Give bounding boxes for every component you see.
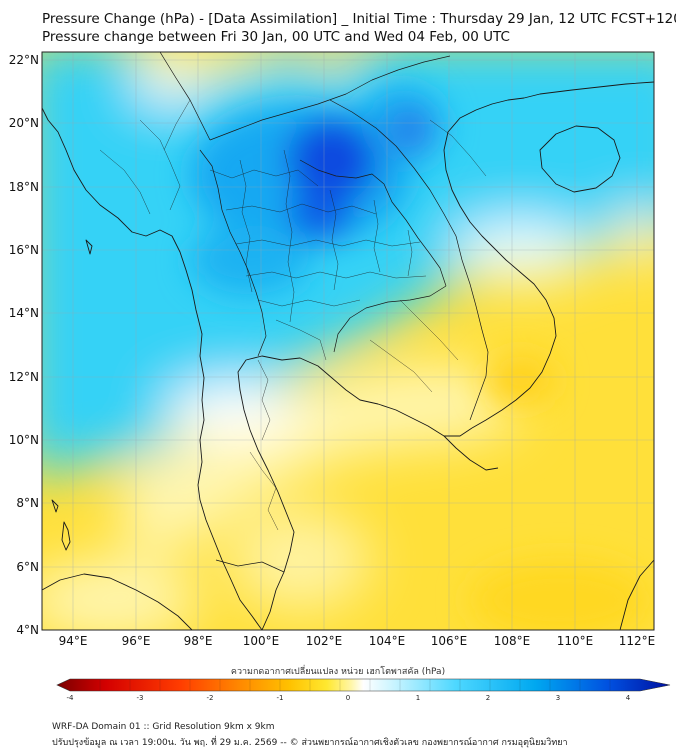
lat-label: 8°N <box>16 496 39 510</box>
footer-model-info: WRF-DA Domain 01 :: Grid Resolution 9km … <box>52 722 275 732</box>
colorbar-tick-label: 1 <box>416 694 420 702</box>
lon-label: 106°E <box>431 634 468 648</box>
lon-label: 96°E <box>122 634 151 648</box>
province-borders <box>99 99 487 531</box>
graticule <box>42 52 654 630</box>
colorbar: -4 -3 -2 -1 0 1 2 3 4 <box>56 678 671 702</box>
colorbar-tick-label: -4 <box>67 694 75 702</box>
colorbar-tick-label: 3 <box>556 694 560 702</box>
lat-labels: 22°N 20°N 18°N 16°N 14°N 12°N 10°N 8°N 6… <box>9 53 39 637</box>
lat-label: 10°N <box>9 433 39 447</box>
lon-label: 100°E <box>243 634 280 648</box>
map-title: Pressure Change (hPa) - [Data Assimilati… <box>42 11 676 27</box>
lat-label: 18°N <box>9 180 39 194</box>
map-frame <box>41 51 655 631</box>
lon-label: 102°E <box>306 634 343 648</box>
lon-label: 112°E <box>619 634 656 648</box>
lon-label: 98°E <box>184 634 213 648</box>
lon-labels: 94°E 96°E 98°E 100°E 102°E 104°E 106°E 1… <box>59 634 656 648</box>
lat-label: 20°N <box>9 116 39 130</box>
lon-label: 108°E <box>494 634 531 648</box>
lat-label: 16°N <box>9 243 39 257</box>
pressure-field <box>42 52 654 630</box>
colorbar-bar <box>56 678 671 692</box>
lat-label: 4°N <box>16 623 39 637</box>
lon-label: 94°E <box>59 634 88 648</box>
footer-credit: ปรับปรุงข้อมูล ณ เวลา 19:00น. วัน พฤ. ที… <box>52 738 568 748</box>
lat-label: 14°N <box>9 306 39 320</box>
lat-label: 22°N <box>9 53 39 67</box>
lon-label: 104°E <box>369 634 406 648</box>
map-subtitle: Pressure change between Fri 30 Jan, 00 U… <box>42 29 510 45</box>
country-borders <box>159 52 489 573</box>
colorbar-tick-label: 4 <box>626 694 631 702</box>
lon-label: 110°E <box>557 634 594 648</box>
colorbar-tick-label: -3 <box>137 694 144 702</box>
colorbar-tick-label: 2 <box>486 694 490 702</box>
lat-label: 12°N <box>9 370 39 384</box>
colorbar-tick-label: -2 <box>207 694 214 702</box>
colorbar-tick-label: 0 <box>346 694 350 702</box>
colorbar-title: ความกดอากาศเปลี่ยนแปลง หน่วย เฮกโตพาสคัล… <box>230 667 446 677</box>
coastlines <box>42 81 654 630</box>
colorbar-tick-label: -1 <box>277 694 284 702</box>
lat-label: 6°N <box>16 560 39 574</box>
